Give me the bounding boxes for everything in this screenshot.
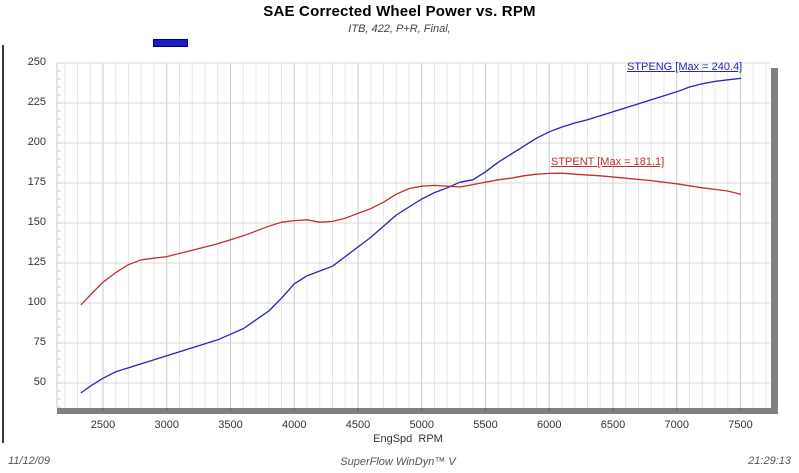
x-tick-label: 5500 xyxy=(473,419,498,431)
x-tick-label: 4500 xyxy=(345,419,371,431)
x-tick-label: 2500 xyxy=(90,419,116,431)
series-label-stpeng: STPENG [Max = 240.4] xyxy=(627,61,743,73)
x-tick-label: 7500 xyxy=(728,419,753,431)
y-tick-label: 75 xyxy=(33,336,46,348)
x-tick-label: 5000 xyxy=(409,419,434,431)
x-tick-label: 4000 xyxy=(282,419,307,431)
x-tick-label: 7000 xyxy=(664,419,689,431)
y-tick-label: 150 xyxy=(27,216,46,228)
x-tick-label: 3000 xyxy=(154,419,179,431)
footer-date: 11/12/09 xyxy=(8,455,51,467)
y-tick-label: 100 xyxy=(27,296,46,308)
x-tick-label: 6500 xyxy=(600,419,626,431)
footer-app-name: SuperFlow WinDyn™ V xyxy=(340,456,456,468)
x-tick-label: 6000 xyxy=(537,419,562,431)
x-tick-label: 3500 xyxy=(218,419,243,431)
y-tick-label: 225 xyxy=(27,96,46,108)
legend-marker-blue xyxy=(153,39,188,47)
chart-subtitle: ITB, 422, P+R, Final, xyxy=(348,23,451,35)
y-tick-label: 175 xyxy=(27,176,46,188)
series-label-stpent: STPENT [Max = 181.1] xyxy=(551,156,665,168)
x-axis-title: EngSpd RPM xyxy=(373,433,443,445)
series-line-stpent xyxy=(80,172,742,306)
y-tick-label: 250 xyxy=(27,56,46,68)
series-line-stpeng xyxy=(80,77,742,394)
footer-time: 21:29:13 xyxy=(748,455,791,467)
left-edge-line xyxy=(2,45,4,443)
y-tick-label: 50 xyxy=(33,376,46,388)
y-tick-label: 200 xyxy=(27,136,46,148)
y-tick-label: 125 xyxy=(27,256,46,268)
page-title: SAE Corrected Wheel Power vs. RPM xyxy=(263,3,536,20)
